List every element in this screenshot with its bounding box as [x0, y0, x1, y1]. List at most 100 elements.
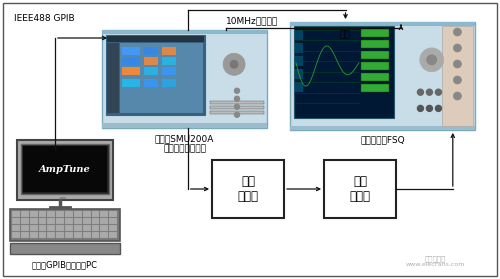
Bar	[100, 225, 108, 231]
Bar	[295, 82, 303, 92]
Bar	[361, 62, 389, 70]
Circle shape	[426, 89, 432, 95]
Bar	[74, 232, 82, 238]
Bar	[82, 225, 90, 231]
Circle shape	[454, 92, 462, 100]
Bar	[92, 225, 100, 231]
Bar	[65, 225, 73, 231]
Bar	[56, 211, 64, 217]
Bar	[361, 84, 389, 92]
Bar	[30, 211, 38, 217]
Bar	[295, 56, 303, 66]
Bar	[162, 47, 176, 55]
Bar	[162, 67, 176, 75]
Bar	[74, 225, 82, 231]
Bar	[10, 209, 120, 241]
Bar	[65, 211, 73, 217]
Bar	[100, 218, 108, 224]
Circle shape	[418, 89, 424, 95]
Bar	[92, 211, 100, 217]
Bar	[361, 73, 389, 81]
Bar	[100, 211, 108, 217]
Bar	[102, 30, 267, 34]
Circle shape	[426, 105, 432, 111]
Bar	[38, 218, 46, 224]
Text: www.elecFans.com: www.elecFans.com	[406, 262, 464, 267]
Bar	[56, 232, 64, 238]
Bar	[109, 232, 117, 238]
Bar	[48, 211, 55, 217]
Circle shape	[454, 60, 462, 68]
Text: AmpTune: AmpTune	[39, 165, 91, 174]
Bar	[109, 218, 117, 224]
Bar	[12, 232, 20, 238]
Bar	[38, 232, 46, 238]
Bar	[48, 232, 55, 238]
Bar	[100, 232, 108, 238]
Bar	[294, 26, 394, 118]
Text: 触发: 触发	[340, 30, 351, 39]
Bar	[102, 30, 267, 128]
Bar	[109, 225, 117, 231]
Bar	[122, 57, 140, 65]
Bar	[212, 160, 284, 218]
Bar	[442, 26, 473, 126]
Text: 电子发烧友: 电子发烧友	[424, 255, 446, 262]
Bar	[56, 225, 64, 231]
Circle shape	[234, 88, 240, 93]
Bar	[60, 197, 66, 199]
Text: 安装了GPIB接口卡的PC: 安装了GPIB接口卡的PC	[32, 260, 98, 269]
Bar	[48, 218, 55, 224]
Bar	[290, 22, 475, 130]
Bar	[92, 218, 100, 224]
Circle shape	[427, 55, 436, 64]
Circle shape	[454, 28, 462, 36]
Bar	[21, 211, 28, 217]
Bar	[56, 218, 64, 224]
Bar	[361, 40, 389, 48]
Bar	[74, 218, 82, 224]
Text: IEEE488 GPIB: IEEE488 GPIB	[14, 14, 74, 23]
Bar	[361, 29, 389, 37]
Bar	[30, 218, 38, 224]
Bar	[144, 47, 158, 55]
Circle shape	[436, 89, 442, 95]
Circle shape	[436, 105, 442, 111]
Bar	[10, 243, 120, 254]
Bar	[30, 232, 38, 238]
Bar	[21, 225, 28, 231]
Bar	[144, 57, 158, 65]
Bar	[290, 22, 475, 26]
Bar	[210, 110, 264, 114]
Circle shape	[223, 53, 245, 75]
Bar	[162, 79, 176, 87]
Bar	[20, 144, 110, 194]
Bar	[82, 232, 90, 238]
Bar	[38, 225, 46, 231]
Bar	[21, 232, 28, 238]
Bar	[82, 211, 90, 217]
Circle shape	[418, 105, 424, 111]
Bar	[122, 47, 140, 55]
Bar	[102, 123, 267, 128]
Bar	[162, 57, 176, 65]
Bar	[48, 225, 55, 231]
Bar	[74, 211, 82, 217]
Bar	[12, 218, 20, 224]
Bar	[144, 79, 158, 87]
Text: 信号分析仯FSQ: 信号分析仯FSQ	[360, 135, 405, 144]
Bar	[92, 232, 100, 238]
Bar	[107, 43, 119, 113]
Bar	[295, 30, 303, 40]
Bar	[16, 140, 114, 200]
Text: 10MHz参考频率: 10MHz参考频率	[226, 16, 278, 25]
Circle shape	[234, 104, 240, 109]
Bar	[122, 79, 140, 87]
Circle shape	[420, 48, 444, 72]
Bar	[361, 51, 389, 59]
Bar	[210, 100, 264, 104]
Circle shape	[230, 60, 238, 69]
Bar	[324, 160, 396, 218]
Bar	[109, 211, 117, 217]
Bar	[82, 218, 90, 224]
